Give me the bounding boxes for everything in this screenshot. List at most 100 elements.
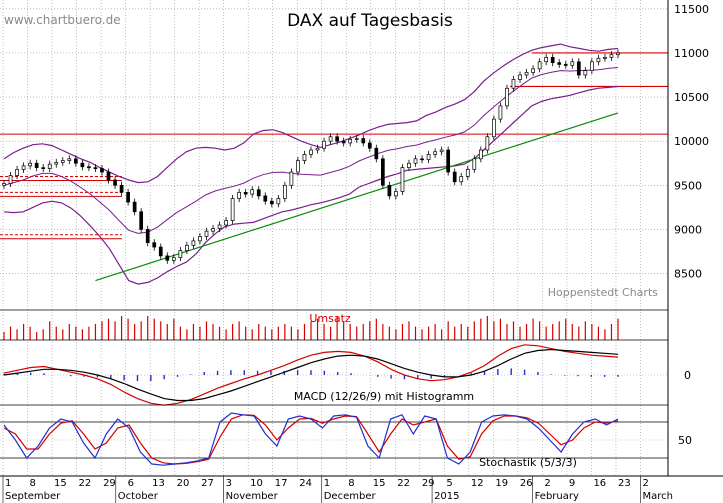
- candle-body: [616, 52, 620, 56]
- candle-body: [603, 57, 607, 59]
- month-label: February: [535, 491, 579, 502]
- x-tick-label: 22: [79, 478, 92, 489]
- volume-label: Umsatz: [309, 312, 351, 325]
- stochastic-k-line: [3, 412, 619, 466]
- x-tick-label: 29: [103, 478, 116, 489]
- candle-body: [367, 142, 372, 149]
- x-tick-label: 19: [495, 478, 508, 489]
- candle-body: [505, 87, 509, 107]
- candle-body: [198, 236, 202, 242]
- candle-body: [309, 149, 313, 155]
- candle-body: [80, 162, 85, 168]
- candle-body: [165, 255, 170, 261]
- candle-body: [191, 240, 196, 246]
- candle-body: [74, 158, 78, 164]
- candle-body: [348, 139, 353, 144]
- candle-body: [152, 242, 157, 248]
- candle-body: [21, 165, 26, 170]
- candle-body: [54, 162, 59, 165]
- candle-body: [256, 189, 261, 197]
- x-tick-label: 2: [544, 478, 550, 489]
- candle-body: [524, 72, 529, 76]
- y-tick-label: 11500: [674, 3, 709, 16]
- candle-body: [2, 183, 6, 186]
- candle-body: [47, 163, 52, 169]
- candle-body: [361, 138, 366, 144]
- candle-body: [296, 160, 300, 173]
- x-tick-label: 9: [569, 478, 575, 489]
- candle-body: [387, 184, 392, 197]
- candle-body: [518, 74, 522, 80]
- candle-body: [394, 191, 398, 197]
- candle-body: [472, 158, 477, 170]
- candle-body: [119, 184, 124, 193]
- candle-body: [544, 57, 548, 63]
- candle-body: [465, 169, 470, 177]
- y-tick-label: 11000: [674, 47, 709, 60]
- candle-body: [41, 167, 46, 169]
- bollinger-upper-band: [3, 43, 619, 184]
- candle-body: [563, 64, 568, 66]
- x-tick-label: 1: [324, 478, 330, 489]
- candle-body: [446, 149, 451, 173]
- x-tick-label: 12: [471, 478, 484, 489]
- y-tick-label: 8500: [674, 268, 702, 281]
- candle-body: [511, 79, 516, 89]
- candle-body: [217, 224, 222, 229]
- x-tick-label: 15: [54, 478, 67, 489]
- y-tick-label: 10500: [674, 91, 709, 104]
- x-tick-label: 8: [30, 478, 36, 489]
- candle-body: [407, 162, 411, 168]
- candle-body: [328, 136, 333, 142]
- watermark: www.chartbuero.de: [4, 13, 121, 27]
- y-tick-label: 9000: [674, 223, 702, 236]
- candle-body: [452, 171, 457, 183]
- candle-body: [132, 201, 137, 213]
- x-tick-label: 27: [201, 478, 214, 489]
- candle-body: [381, 158, 385, 186]
- candle-body: [557, 62, 562, 65]
- price-layer: [0, 43, 668, 285]
- month-label: November: [226, 491, 279, 502]
- candle-body: [243, 192, 248, 195]
- x-tick-label: 3: [226, 478, 232, 489]
- green-trendline: [95, 112, 619, 282]
- signal-line: [3, 348, 619, 402]
- candle-body: [550, 57, 555, 63]
- candle-body: [67, 158, 72, 161]
- candle-body: [341, 140, 346, 144]
- candle-body: [139, 211, 144, 230]
- x-tick-label: 26: [520, 478, 533, 489]
- macd-layer: [0, 344, 668, 406]
- x-tick-label: 13: [152, 478, 165, 489]
- x-tick-label: 6: [128, 478, 134, 489]
- month-label: March: [642, 491, 672, 502]
- bollinger-middle-band: [3, 67, 619, 234]
- candle-body: [413, 158, 418, 164]
- candle-body: [60, 160, 65, 163]
- candle-body: [185, 244, 189, 251]
- month-label: 2015: [434, 491, 459, 502]
- x-tick-label: 16: [593, 478, 606, 489]
- candle-body: [485, 136, 490, 151]
- candle-body: [289, 171, 294, 186]
- candle-body: [583, 70, 588, 76]
- candle-body: [93, 167, 98, 169]
- x-tick-label: 8: [348, 478, 354, 489]
- candle-body: [459, 176, 464, 183]
- candle-body: [15, 169, 19, 176]
- candle-body: [537, 61, 542, 70]
- candle-body: [211, 228, 215, 232]
- macd-label: MACD (12/26/9) mit Histogramm: [294, 390, 474, 403]
- candle-body: [400, 167, 405, 192]
- candle-body: [269, 200, 274, 205]
- y-tick-label: 10000: [674, 135, 709, 148]
- x-tick-label: 17: [275, 478, 288, 489]
- candle-body: [570, 61, 575, 66]
- candle-body: [335, 136, 339, 142]
- chart-title: DAX auf Tagesbasis: [287, 11, 453, 31]
- candle-body: [609, 54, 614, 58]
- stochastic-y-tick: 50: [678, 434, 692, 447]
- x-tick-label: 29: [422, 478, 435, 489]
